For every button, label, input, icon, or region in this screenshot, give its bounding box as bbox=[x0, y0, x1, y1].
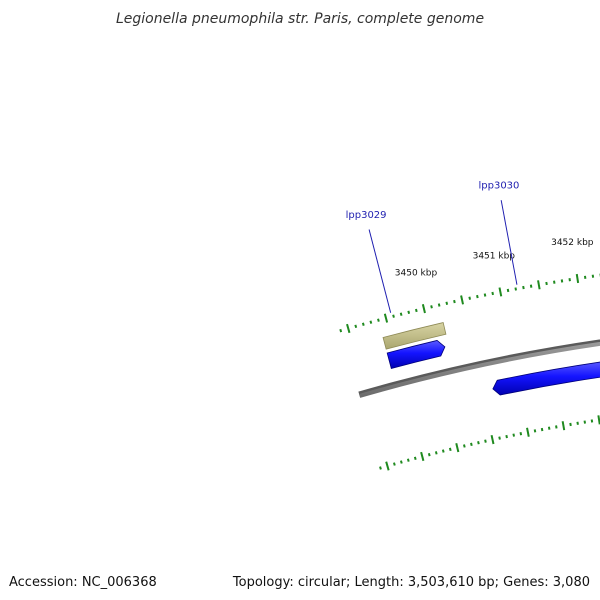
inner-tick-mark bbox=[514, 287, 517, 291]
inner-tick-mark bbox=[460, 295, 464, 305]
outer-tick-mark bbox=[569, 422, 572, 427]
outer-tick-mark bbox=[379, 466, 382, 470]
scale-label: 3450 kbp bbox=[395, 269, 438, 279]
genome-summary-text: Topology: circular; Length: 3,503,610 bp… bbox=[232, 575, 590, 590]
gene-labels-layer: lpp3029lpp3030lpp3031lpp3032lpp3033lpp30… bbox=[346, 180, 519, 313]
outer-tick-mark bbox=[463, 444, 466, 448]
outer-tick-mark bbox=[498, 436, 501, 440]
inner-tick-mark bbox=[445, 301, 449, 305]
inner-tick-mark bbox=[377, 318, 380, 322]
inner-tick-mark bbox=[545, 281, 548, 286]
outer-tick-mark bbox=[420, 451, 425, 462]
inner-tick-mark bbox=[437, 303, 441, 307]
inner-tick-mark bbox=[421, 304, 426, 314]
inner-tick-mark bbox=[537, 280, 541, 290]
gene-label-lpp3029[interactable]: lpp3029 bbox=[346, 210, 387, 221]
inner-tick-mark bbox=[346, 323, 351, 334]
inner-tick-mark bbox=[361, 322, 365, 326]
inner-tick-mark bbox=[529, 284, 533, 288]
inner-tick-mark bbox=[392, 314, 395, 318]
outer-tick-mark bbox=[413, 456, 417, 461]
outer-tick-mark bbox=[434, 451, 438, 455]
inner-tick-mark bbox=[339, 328, 343, 333]
outer-tick-mark bbox=[533, 429, 537, 433]
inner-tick-mark bbox=[430, 305, 433, 309]
outer-tick-mark bbox=[448, 447, 452, 452]
inner-tick-mark bbox=[476, 294, 479, 299]
inner-tick-mark bbox=[468, 296, 471, 300]
outer-tick-mark bbox=[519, 432, 523, 436]
outer-tick-mark bbox=[441, 449, 445, 453]
ticks-layer bbox=[339, 273, 600, 471]
outer-tick-mark bbox=[385, 461, 390, 471]
inner-tick-mark bbox=[483, 293, 487, 297]
map-title: Legionella pneumophila str. Paris, compl… bbox=[116, 11, 484, 27]
outer-tick-mark bbox=[399, 460, 403, 464]
gene-lpp3029[interactable] bbox=[386, 339, 446, 369]
outer-tick-mark bbox=[470, 442, 473, 447]
outer-tick-mark bbox=[561, 421, 566, 431]
inner-tick-mark bbox=[383, 313, 389, 323]
gene-lpp3030[interactable] bbox=[492, 361, 600, 396]
inner-tick-mark bbox=[453, 299, 456, 304]
scale-label: 3452 kbp bbox=[551, 238, 594, 248]
inner-tick-mark bbox=[498, 287, 503, 297]
inner-tick-mark bbox=[369, 320, 373, 324]
outer-tick-mark bbox=[547, 426, 551, 430]
feature-bar[interactable] bbox=[382, 322, 447, 350]
inner-tick-mark bbox=[414, 308, 418, 313]
outer-tick-mark bbox=[555, 425, 558, 429]
gene-label-leader bbox=[500, 200, 518, 285]
inner-tick-mark bbox=[399, 312, 403, 316]
outer-tick-mark bbox=[427, 452, 431, 457]
outer-tick-mark bbox=[477, 441, 480, 445]
inner-tick-mark bbox=[575, 273, 580, 284]
gene-label-lpp3030[interactable]: lpp3030 bbox=[478, 180, 519, 191]
outer-tick-mark bbox=[505, 434, 508, 439]
features-layer bbox=[382, 322, 447, 350]
genome-backbone bbox=[359, 341, 600, 398]
backbone-layer bbox=[358, 339, 600, 398]
outer-tick-mark bbox=[406, 458, 410, 462]
outer-tick-mark bbox=[393, 462, 396, 466]
inner-tick-mark bbox=[506, 288, 510, 293]
outer-tick-mark bbox=[540, 427, 544, 432]
inner-tick-mark bbox=[522, 285, 525, 290]
outer-tick-mark bbox=[484, 439, 487, 443]
outer-tick-mark bbox=[526, 427, 530, 437]
gene-label-leader bbox=[368, 229, 392, 313]
outer-tick-mark bbox=[512, 433, 516, 437]
outer-tick-mark bbox=[455, 443, 460, 453]
accession-text: Accession: NC_006368 bbox=[9, 575, 157, 590]
inner-tick-mark bbox=[354, 324, 358, 329]
scale-label: 3451 kbp bbox=[473, 252, 516, 262]
inner-tick-mark bbox=[491, 291, 494, 296]
genes-layer bbox=[386, 339, 600, 396]
inner-tick-mark bbox=[407, 310, 411, 315]
outer-tick-mark bbox=[490, 434, 495, 445]
